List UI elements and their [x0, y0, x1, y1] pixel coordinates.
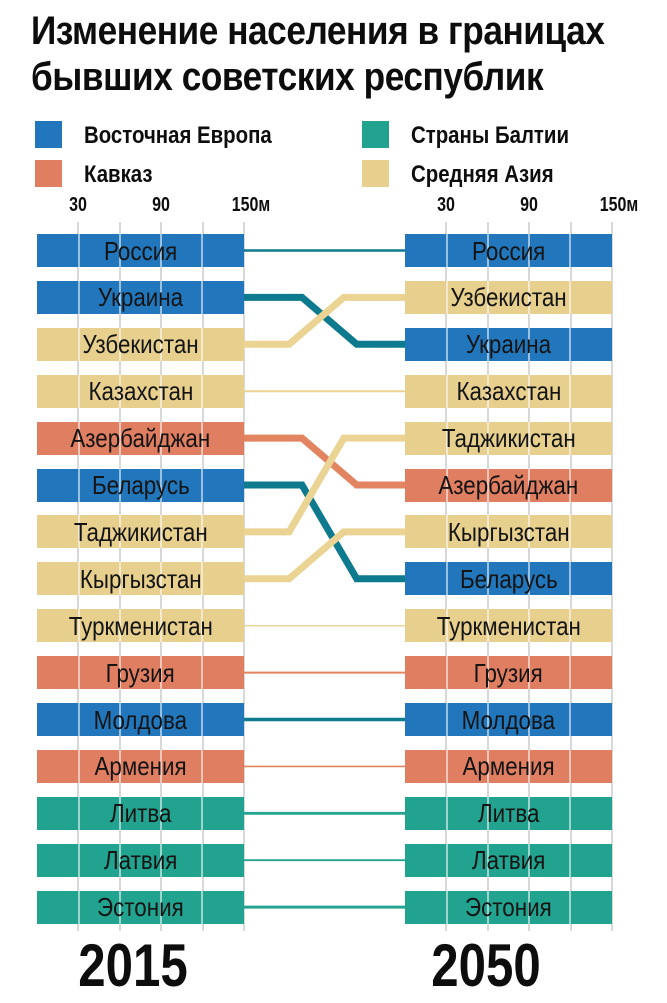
axis-tick-text: 90 [152, 194, 171, 216]
axis-tick-label: 90 [150, 194, 172, 217]
country-label: Узбекистан [450, 282, 567, 313]
country-bar: Армения [37, 749, 244, 783]
country-bar: Латвия [405, 843, 612, 877]
country-label: Грузия [473, 657, 544, 688]
chart-title-line1: Изменение населения в границах [31, 9, 605, 53]
legend-swatch-central-asia [362, 160, 389, 187]
axis-tick-text: 30 [437, 194, 456, 216]
year-text: 2015 [78, 932, 188, 999]
rank-connector [244, 293, 405, 348]
country-bar: Армения [405, 749, 612, 783]
country-label: Туркменистан [68, 610, 213, 641]
country-bar: Азербайджан [37, 421, 244, 455]
country-label: Таджикистан [441, 423, 576, 454]
country-bar: Узбекистан [405, 280, 612, 314]
legend-swatch-caucasus [35, 160, 62, 187]
country-label: Латвия [471, 845, 546, 876]
country-label: Кыргызстан [79, 563, 202, 594]
legend-swatch-eastern-europe [35, 121, 62, 148]
country-bar: Кыргызстан [37, 562, 244, 596]
country-bar: Азербайджан [405, 468, 612, 502]
country-bar: Казахстан [405, 374, 612, 408]
axis-tick-label: 30 [435, 194, 457, 217]
country-bar: Грузия [37, 656, 244, 690]
country-bar: Молдова [405, 703, 612, 736]
country-label: Литва [477, 798, 540, 829]
rank-connector [244, 528, 405, 583]
country-label: Казахстан [88, 376, 193, 407]
year-label-right: 2050 [419, 931, 552, 1000]
country-bar: Эстония [405, 890, 612, 924]
rank-connector [244, 481, 405, 583]
legend-swatch-baltics [362, 121, 389, 148]
country-bar: Узбекистан [37, 327, 244, 361]
country-bar: Россия [37, 234, 244, 267]
country-bar: Эстония [37, 890, 244, 924]
axis-tick-label: 150м [595, 194, 643, 217]
chart-title: Изменение населения в границах бывших со… [31, 8, 605, 100]
rank-column-2015: Россия Украина Узбекистан Казахстан Азербайд… [37, 222, 245, 931]
country-label: Казахстан [456, 376, 561, 407]
country-label: Литва [109, 798, 172, 829]
country-bar: Кыргызстан [405, 515, 612, 549]
axis-tick-label: 150м [227, 194, 275, 217]
axis-tick-text: 90 [520, 194, 539, 216]
country-bar: Туркменистан [405, 609, 612, 643]
country-label: Молдова [93, 704, 188, 735]
axis-tick-label: 30 [67, 194, 89, 217]
country-label: Украина [465, 329, 552, 360]
chart-title-line2: бывших советских республик [31, 55, 544, 99]
year-label-left: 2015 [66, 931, 199, 1000]
country-bar: Молдова [37, 703, 244, 736]
country-bar: Казахстан [37, 374, 244, 408]
country-bar: Туркменистан [37, 609, 244, 643]
legend-label: Средняя Азия [411, 161, 554, 188]
country-bar: Таджикистан [37, 515, 244, 549]
legend-label: Восточная Европа [84, 122, 272, 149]
country-bar: Грузия [405, 656, 612, 690]
country-label: Туркменистан [436, 610, 581, 641]
rank-connectors [244, 249, 405, 909]
country-bar: Беларусь [405, 562, 612, 596]
country-label: Эстония [465, 892, 552, 923]
country-label: Беларусь [91, 470, 190, 500]
country-bar: Украина [405, 327, 612, 361]
gridline [611, 222, 613, 931]
axis-tick-label: 90 [518, 194, 540, 217]
country-label: Таджикистан [73, 516, 208, 547]
country-label: Украина [97, 282, 184, 313]
country-bar: Украина [37, 280, 244, 314]
country-label: Азербайджан [70, 423, 211, 454]
country-bar: Литва [37, 796, 244, 830]
country-label: Кыргызстан [447, 516, 570, 547]
country-label: Россия [103, 235, 178, 266]
rank-column-2050: Россия Узбекистан Украина Казахстан Таджикис… [405, 222, 613, 931]
legend-label: Кавказ [84, 161, 153, 188]
country-label: Армения [462, 751, 555, 782]
country-bar: Литва [405, 796, 612, 830]
country-label: Узбекистан [82, 329, 199, 360]
country-bar: Беларусь [37, 468, 244, 502]
country-bar: Таджикистан [405, 421, 612, 455]
axis-tick-text: 30 [69, 194, 88, 216]
axis-tick-text: 150м [599, 194, 639, 216]
country-label: Молдова [461, 704, 556, 735]
country-label: Россия [471, 235, 546, 266]
country-bar: Латвия [37, 843, 244, 877]
country-label: Беларусь [459, 563, 558, 594]
axis-tick-text: 150м [231, 194, 271, 216]
country-label: Грузия [105, 657, 176, 688]
country-label: Азербайджан [438, 470, 579, 500]
country-label: Эстония [97, 892, 184, 923]
rank-connector [244, 293, 405, 348]
country-bar: Россия [405, 234, 612, 267]
country-label: Латвия [103, 845, 178, 876]
rank-connector [244, 434, 405, 536]
legend-label: Страны Балтии [411, 122, 569, 149]
year-text: 2050 [431, 932, 541, 999]
country-label: Армения [94, 751, 187, 782]
